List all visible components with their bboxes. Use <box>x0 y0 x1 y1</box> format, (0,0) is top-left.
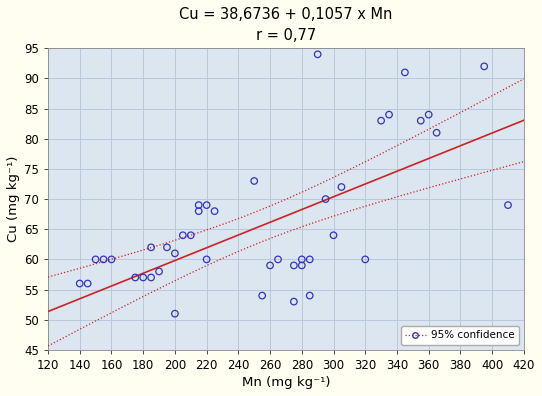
Point <box>99 256 108 263</box>
Point <box>139 274 147 281</box>
Point <box>480 63 488 70</box>
Point <box>131 274 140 281</box>
Point <box>171 310 179 317</box>
Point <box>202 256 211 263</box>
Point <box>147 244 156 251</box>
Point <box>377 118 385 124</box>
Point <box>329 232 338 238</box>
Point <box>298 256 306 263</box>
Point <box>210 208 219 214</box>
Point <box>289 262 298 268</box>
Point <box>195 202 203 208</box>
Point <box>416 118 425 124</box>
Point <box>401 69 409 76</box>
Point <box>321 196 330 202</box>
Point <box>147 274 156 281</box>
Point <box>424 111 433 118</box>
Legend: 95% confidence: 95% confidence <box>401 326 519 345</box>
Point <box>171 250 179 257</box>
Point <box>107 256 116 263</box>
Y-axis label: Cu (mg kg⁻¹): Cu (mg kg⁻¹) <box>7 156 20 242</box>
Point <box>186 232 195 238</box>
X-axis label: Mn (mg kg⁻¹): Mn (mg kg⁻¹) <box>242 376 330 389</box>
Point <box>433 129 441 136</box>
Point <box>178 232 187 238</box>
Point <box>258 292 267 299</box>
Point <box>163 244 171 251</box>
Point <box>91 256 100 263</box>
Point <box>274 256 282 263</box>
Point <box>313 51 322 57</box>
Title: Cu = 38,6736 + 0,1057 x Mn
r = 0,77: Cu = 38,6736 + 0,1057 x Mn r = 0,77 <box>179 7 392 43</box>
Point <box>385 111 393 118</box>
Point <box>305 256 314 263</box>
Point <box>266 262 274 268</box>
Point <box>305 292 314 299</box>
Point <box>202 202 211 208</box>
Point <box>298 262 306 268</box>
Point <box>504 202 512 208</box>
Point <box>337 184 346 190</box>
Point <box>75 280 84 287</box>
Point <box>289 299 298 305</box>
Point <box>195 208 203 214</box>
Point <box>154 268 163 274</box>
Point <box>83 280 92 287</box>
Point <box>250 178 259 184</box>
Point <box>361 256 370 263</box>
